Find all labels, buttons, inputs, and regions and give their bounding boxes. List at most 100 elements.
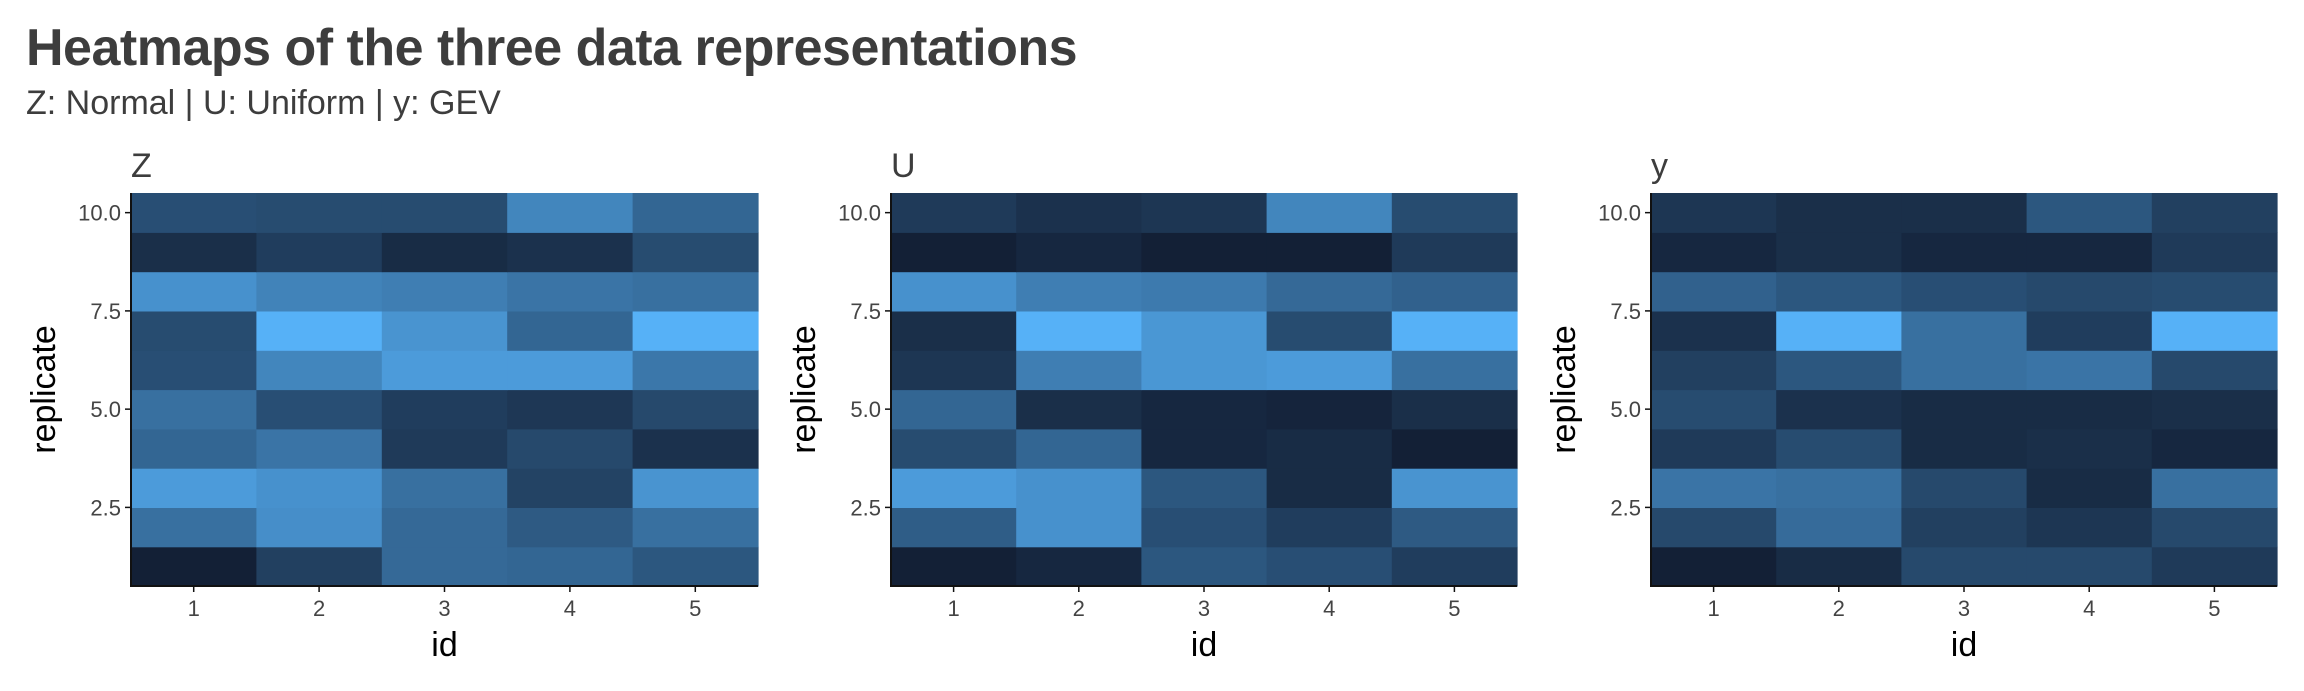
heatmap-tile (1391, 193, 1518, 233)
x-axis-label: id (1951, 626, 1977, 664)
heatmap-tile (1266, 310, 1393, 351)
heatmap-tile (131, 193, 257, 233)
heatmap-tile (1266, 507, 1393, 548)
heatmap-tile (131, 350, 257, 391)
heatmap-tile (632, 546, 759, 587)
x-tick-label: 5 (1448, 596, 1460, 621)
y-axis-label: replicate (25, 325, 63, 454)
chart-title: Heatmaps of the three data representatio… (26, 19, 1078, 77)
heatmap-tile (256, 468, 383, 508)
heatmap-tile (1651, 428, 1777, 469)
heatmap-tile (131, 546, 257, 587)
heatmap-tile (256, 546, 383, 587)
heatmap-tile (2026, 193, 2153, 233)
heatmap-tile (1141, 193, 1268, 233)
heatmap-tile (1901, 428, 2028, 469)
heatmap-tile (1141, 507, 1268, 548)
heatmap-tile (1266, 232, 1393, 273)
heatmap-tile (507, 546, 634, 587)
heatmap-tile (1651, 350, 1777, 391)
heatmap-tile (256, 193, 383, 233)
heatmap-tile (2151, 546, 2278, 587)
heatmap-tile (1266, 350, 1393, 391)
heatmap-tile (632, 271, 759, 312)
heatmap-tile (1901, 507, 2028, 548)
heatmap-tile (2026, 428, 2153, 469)
heatmap-tile (2151, 507, 2278, 548)
heatmap-tile (381, 428, 508, 469)
x-tick-label: 1 (188, 596, 200, 621)
heatmap-tile (1776, 389, 1902, 430)
heatmap-tile (381, 389, 508, 430)
x-tick-label: 2 (313, 596, 325, 621)
heatmap-tile (1141, 350, 1268, 391)
heatmap-tile (2151, 428, 2278, 469)
heatmap-tile (2026, 546, 2153, 587)
heatmap-tile (381, 350, 508, 391)
panel-title: Z (131, 147, 152, 185)
heatmap-tile (2026, 389, 2153, 430)
heatmap-tile (1776, 546, 1902, 587)
heatmap-tile (381, 468, 508, 508)
heatmap-tile (891, 546, 1017, 587)
heatmap-tile (507, 232, 634, 273)
heatmap-tile (1776, 310, 1902, 351)
heatmap-tile (1391, 546, 1518, 587)
y-axis-label: replicate (1545, 325, 1583, 454)
heatmap-tile (2151, 232, 2278, 273)
heatmap-tile (2026, 271, 2153, 312)
heatmap-tile (1391, 232, 1518, 273)
heatmap-tile (632, 507, 759, 548)
heatmap-tile (1141, 271, 1268, 312)
x-tick-label: 1 (947, 596, 959, 621)
heatmap-tile (632, 468, 759, 508)
heatmap-tile (1651, 468, 1777, 508)
heatmap-tile (1391, 507, 1518, 548)
heatmap-tile (1901, 232, 2028, 273)
y-tick-label: 10.0 (1598, 201, 1641, 226)
heatmap-tile (1391, 389, 1518, 430)
y-tick-label: 5.0 (1610, 397, 1641, 422)
heatmap-tile (256, 271, 383, 312)
heatmap-tile (1016, 232, 1142, 273)
heatmap-tile (632, 310, 759, 351)
heatmap-tile (381, 310, 508, 351)
heatmap-tile (1016, 546, 1142, 587)
heatmap-tile (1016, 507, 1142, 548)
x-axis-label: id (1191, 626, 1217, 664)
heatmap-tile (891, 232, 1017, 273)
heatmap-tile (1266, 389, 1393, 430)
y-tick-label: 7.5 (850, 299, 881, 324)
heatmap-tile (256, 428, 383, 469)
heatmap-tile (1391, 468, 1518, 508)
y-tick-label: 10.0 (78, 201, 121, 226)
heatmap-tile (256, 389, 383, 430)
heatmap-tile (2151, 193, 2278, 233)
x-tick-label: 4 (1323, 596, 1335, 621)
heatmap-tile (632, 193, 759, 233)
heatmap-tile (1391, 428, 1518, 469)
heatmap-tile (131, 428, 257, 469)
heatmap-tile (891, 271, 1017, 312)
heatmap-tile (507, 389, 634, 430)
heatmap-tile (1266, 271, 1393, 312)
panel-title: U (891, 147, 916, 185)
x-tick-label: 3 (1958, 596, 1970, 621)
heatmap-tile (1016, 389, 1142, 430)
x-tick-label: 5 (2208, 596, 2220, 621)
heatmap-tile (891, 389, 1017, 430)
y-tick-label: 5.0 (90, 397, 121, 422)
heatmap-tile (507, 310, 634, 351)
heatmap-tile (1901, 546, 2028, 587)
heatmap-tile (131, 232, 257, 273)
heatmap-tile (381, 232, 508, 273)
heatmap-tile (1776, 193, 1902, 233)
heatmap-tile (507, 350, 634, 391)
x-tick-label: 1 (1707, 596, 1719, 621)
heatmap-tile (1266, 193, 1393, 233)
x-tick-label: 4 (2083, 596, 2095, 621)
heatmap-tile (1391, 310, 1518, 351)
heatmap-tile (2151, 271, 2278, 312)
heatmap-tile (1776, 271, 1902, 312)
heatmap-tile (131, 507, 257, 548)
